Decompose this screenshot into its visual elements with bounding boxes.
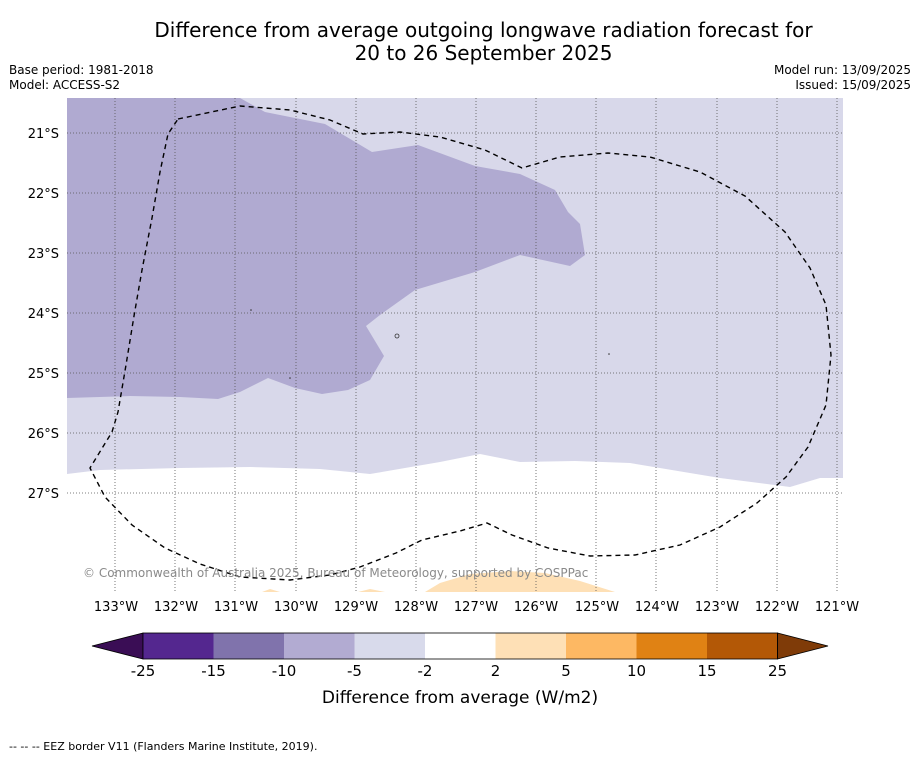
colorbar-tick: -2 — [418, 662, 433, 680]
colorbar-tick: -15 — [201, 662, 226, 680]
colorbar-segment — [566, 633, 637, 659]
lon-label: 122°W — [755, 600, 799, 615]
colorbar-tick: -25 — [131, 662, 156, 680]
colorbar-ticks: -25 -15 -10 -5 -2 2 5 10 15 25 — [131, 662, 787, 680]
colorbar-tick: 10 — [627, 662, 646, 680]
colorbar-tick: 5 — [561, 662, 571, 680]
map-title-line1: Difference from average outgoing longwav… — [154, 18, 813, 42]
lon-labels: 133°W 132°W 131°W 130°W 129°W 128°W 127°… — [94, 600, 859, 615]
meta-left: Base period: 1981-2018 Model: ACCESS-S2 — [9, 63, 154, 93]
colorbar-tick: 2 — [491, 662, 501, 680]
base-period-text: Base period: 1981-2018 — [9, 63, 154, 77]
copyright-text: © Commonwealth of Australia 2025, Bureau… — [83, 566, 588, 580]
map-area: © Commonwealth of Australia 2025, Bureau… — [67, 98, 843, 592]
model-run-text: Model run: 13/09/2025 — [773, 63, 911, 77]
lon-label: 126°W — [514, 600, 558, 615]
colorbar-extend-right — [777, 632, 829, 660]
colorbar-frame — [142, 632, 778, 660]
lon-label: 128°W — [394, 600, 438, 615]
lon-label: 124°W — [635, 600, 679, 615]
colorbar-segment — [143, 633, 214, 659]
lon-label: 123°W — [695, 600, 739, 615]
colorbar-segment — [354, 633, 425, 659]
colorbar-tick: -5 — [347, 662, 362, 680]
lon-gridlines — [114, 98, 838, 592]
eez-footnote: -- -- -- EEZ border V11 (Flanders Marine… — [9, 740, 318, 753]
lat-label: 24°S — [28, 307, 59, 322]
lat-label: 25°S — [28, 367, 59, 382]
lat-label: 23°S — [28, 247, 59, 262]
colorbar-segment — [213, 633, 284, 659]
eez-border — [89, 105, 832, 581]
lat-labels: 21°S 22°S 23°S 24°S 25°S 26°S 27°S — [28, 127, 59, 502]
colorbar — [91, 632, 829, 660]
map-title-line2: 20 to 26 September 2025 — [354, 41, 613, 65]
lat-label: 27°S — [28, 487, 59, 502]
colorbar-segment — [636, 633, 707, 659]
colorbar-tick: -10 — [272, 662, 297, 680]
lon-label: 130°W — [274, 600, 318, 615]
colorbar-segment — [425, 633, 496, 659]
band-moderate-negative — [67, 98, 585, 399]
colorbar-segment — [495, 633, 566, 659]
band-light-positive-small — [262, 589, 385, 592]
colorbar-extend-left — [91, 632, 144, 660]
lon-label: 121°W — [815, 600, 859, 615]
colorbar-tick: 15 — [697, 662, 716, 680]
issued-text: Issued: 15/09/2025 — [795, 78, 911, 92]
lon-label: 131°W — [214, 600, 258, 615]
lon-label: 133°W — [94, 600, 138, 615]
meta-right: Model run: 13/09/2025 Issued: 15/09/2025 — [774, 63, 911, 93]
model-text: Model: ACCESS-S2 — [9, 78, 121, 92]
colorbar-tick: 25 — [768, 662, 787, 680]
lon-label: 129°W — [334, 600, 378, 615]
band-light-positive — [425, 571, 615, 592]
colorbar-segment — [707, 633, 778, 659]
lat-label: 22°S — [28, 187, 59, 202]
colorbar-label: Difference from average (W/m2) — [322, 688, 598, 708]
contour-dot — [289, 377, 291, 379]
lon-label: 132°W — [154, 600, 198, 615]
contour-dot — [608, 353, 610, 355]
lat-gridlines — [67, 132, 843, 494]
lat-label: 26°S — [28, 427, 59, 442]
lon-label: 127°W — [454, 600, 498, 615]
colorbar-segment — [284, 633, 355, 659]
lon-label: 125°W — [575, 600, 619, 615]
lat-label: 21°S — [28, 127, 59, 142]
contour-dot — [394, 333, 400, 339]
contour-dot — [250, 309, 252, 311]
